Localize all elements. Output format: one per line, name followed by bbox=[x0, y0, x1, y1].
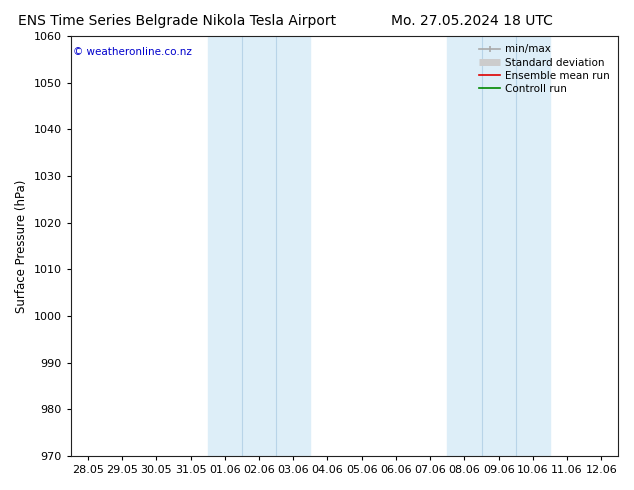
Bar bbox=[208, 36, 311, 456]
Text: Mo. 27.05.2024 18 UTC: Mo. 27.05.2024 18 UTC bbox=[391, 14, 553, 28]
Y-axis label: Surface Pressure (hPa): Surface Pressure (hPa) bbox=[15, 179, 28, 313]
Text: ENS Time Series Belgrade Nikola Tesla Airport: ENS Time Series Belgrade Nikola Tesla Ai… bbox=[18, 14, 337, 28]
Bar bbox=[448, 36, 550, 456]
Legend: min/max, Standard deviation, Ensemble mean run, Controll run: min/max, Standard deviation, Ensemble me… bbox=[476, 41, 613, 97]
Text: © weatheronline.co.nz: © weatheronline.co.nz bbox=[74, 47, 192, 57]
